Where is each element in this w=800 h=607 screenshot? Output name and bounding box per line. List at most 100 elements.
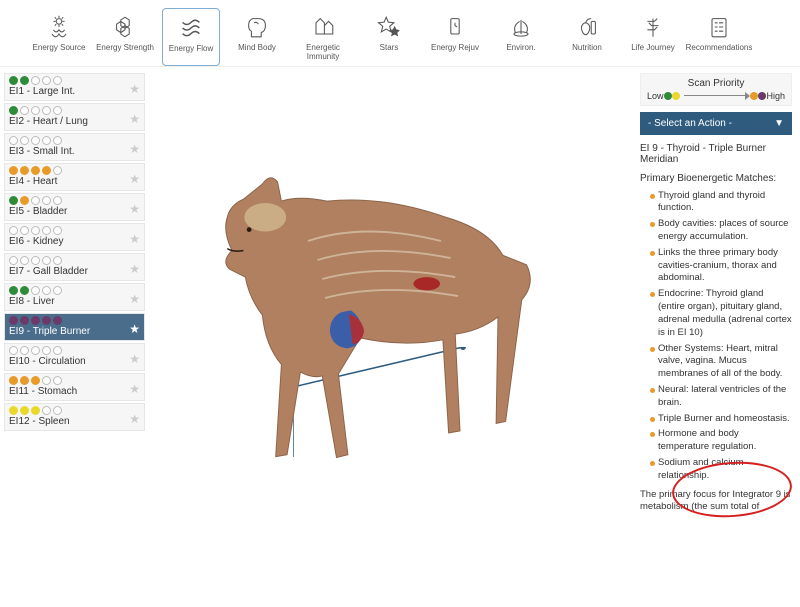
dot bbox=[31, 136, 40, 145]
info-bullet: Triple Burner and homeostasis. bbox=[650, 413, 792, 426]
info-bullet: Sodium and calcium relationship. bbox=[650, 457, 792, 483]
sidebar-item-5[interactable]: EI6 - Kidney★ bbox=[4, 223, 145, 251]
tab-mind-body[interactable]: Mind Body bbox=[228, 8, 286, 66]
dot bbox=[9, 346, 18, 355]
dot bbox=[20, 376, 29, 385]
sidebar-label: EI11 - Stomach bbox=[9, 386, 140, 397]
dot bbox=[9, 136, 18, 145]
dot bbox=[9, 286, 18, 295]
dot bbox=[53, 76, 62, 85]
tab-stars[interactable]: Stars bbox=[360, 8, 418, 66]
priority-dot-orange bbox=[750, 92, 758, 100]
canvas-view bbox=[145, 67, 640, 607]
dot bbox=[31, 346, 40, 355]
star-icon[interactable]: ★ bbox=[129, 322, 140, 336]
sidebar-item-2[interactable]: EI3 - Small Int.★ bbox=[4, 133, 145, 161]
info-bullet: Endocrine: Thyroid gland (entire organ),… bbox=[650, 288, 792, 339]
action-select-dropdown[interactable]: - Select an Action - ▼ bbox=[640, 112, 792, 135]
energy-flow-icon bbox=[176, 13, 206, 43]
priority-dots bbox=[9, 226, 140, 235]
star-icon[interactable]: ★ bbox=[129, 202, 140, 216]
dot bbox=[42, 106, 51, 115]
star-icon[interactable]: ★ bbox=[129, 142, 140, 156]
priority-dots bbox=[9, 406, 140, 415]
tab-label: Energy Strength bbox=[96, 44, 154, 53]
sidebar-item-11[interactable]: EI12 - Spleen★ bbox=[4, 403, 145, 431]
tab-environ[interactable]: Environ. bbox=[492, 8, 550, 66]
dot bbox=[31, 376, 40, 385]
star-icon[interactable]: ★ bbox=[129, 292, 140, 306]
dot bbox=[42, 286, 51, 295]
sidebar-item-7[interactable]: EI8 - Liver★ bbox=[4, 283, 145, 311]
chevron-down-icon: ▼ bbox=[774, 118, 784, 129]
tab-energetic-immunity[interactable]: Energetic Immunity bbox=[294, 8, 352, 66]
scan-priority-legend: Scan Priority Low High bbox=[640, 73, 792, 106]
dot bbox=[31, 286, 40, 295]
priority-high-label: High bbox=[766, 91, 785, 101]
dot bbox=[31, 406, 40, 415]
tab-life-journey[interactable]: Life Journey bbox=[624, 8, 682, 66]
dot bbox=[20, 346, 29, 355]
nutrition-icon bbox=[572, 12, 602, 42]
priority-dots bbox=[9, 136, 140, 145]
priority-dots bbox=[9, 196, 140, 205]
tab-energy-rejuv[interactable]: Energy Rejuv bbox=[426, 8, 484, 66]
star-icon[interactable]: ★ bbox=[129, 232, 140, 246]
tab-energy-source[interactable]: Energy Source bbox=[30, 8, 88, 66]
dot bbox=[9, 256, 18, 265]
star-icon[interactable]: ★ bbox=[129, 262, 140, 276]
sidebar-item-9[interactable]: EI10 - Circulation★ bbox=[4, 343, 145, 371]
sidebar-label: EI5 - Bladder bbox=[9, 206, 140, 217]
dot bbox=[42, 256, 51, 265]
dot bbox=[9, 166, 18, 175]
dot bbox=[9, 226, 18, 235]
sidebar-label: EI4 - Heart bbox=[9, 176, 140, 187]
star-icon[interactable]: ★ bbox=[129, 172, 140, 186]
sidebar-item-0[interactable]: EI1 - Large Int.★ bbox=[4, 73, 145, 101]
sidebar-item-1[interactable]: EI2 - Heart / Lung★ bbox=[4, 103, 145, 131]
dot bbox=[31, 76, 40, 85]
energy-rejuv-icon bbox=[440, 12, 470, 42]
dot bbox=[53, 136, 62, 145]
tab-energy-strength[interactable]: Energy Strength bbox=[96, 8, 154, 66]
dot bbox=[9, 406, 18, 415]
dot bbox=[20, 316, 29, 325]
priority-dots bbox=[9, 256, 140, 265]
dot bbox=[31, 196, 40, 205]
priority-arrow bbox=[684, 95, 747, 96]
star-icon[interactable]: ★ bbox=[129, 112, 140, 126]
dot bbox=[53, 286, 62, 295]
star-icon[interactable]: ★ bbox=[129, 82, 140, 96]
dot bbox=[20, 226, 29, 235]
priority-dots bbox=[9, 76, 140, 85]
priority-dot-green bbox=[664, 92, 672, 100]
sidebar-item-3[interactable]: EI4 - Heart★ bbox=[4, 163, 145, 191]
star-icon[interactable]: ★ bbox=[129, 352, 140, 366]
tab-recommendations[interactable]: Recommendations bbox=[690, 8, 748, 66]
tab-energy-flow[interactable]: Energy Flow bbox=[162, 8, 220, 66]
info-bullet: Hormone and body temperature regulation. bbox=[650, 428, 792, 454]
star-icon[interactable]: ★ bbox=[129, 382, 140, 396]
tab-label: Energy Source bbox=[33, 44, 86, 53]
tab-label: Environ. bbox=[506, 44, 535, 53]
dog-anatomy-figure bbox=[175, 127, 555, 507]
dot bbox=[31, 256, 40, 265]
tab-label: Energy Flow bbox=[169, 45, 213, 54]
tab-nutrition[interactable]: Nutrition bbox=[558, 8, 616, 66]
tab-label: Energy Rejuv bbox=[431, 44, 479, 53]
star-icon[interactable]: ★ bbox=[129, 412, 140, 426]
dot bbox=[20, 286, 29, 295]
sidebar-item-8[interactable]: EI9 - Triple Burner★ bbox=[4, 313, 145, 341]
sidebar-label: EI8 - Liver bbox=[9, 296, 140, 307]
right-panel: Scan Priority Low High - Select an Actio… bbox=[640, 67, 800, 607]
energy-source-icon bbox=[44, 12, 74, 42]
dot bbox=[53, 346, 62, 355]
dot bbox=[42, 346, 51, 355]
sidebar-item-4[interactable]: EI5 - Bladder★ bbox=[4, 193, 145, 221]
sidebar-item-10[interactable]: EI11 - Stomach★ bbox=[4, 373, 145, 401]
tab-label: Energetic Immunity bbox=[294, 44, 352, 62]
dot bbox=[53, 106, 62, 115]
dot bbox=[42, 406, 51, 415]
dot bbox=[53, 196, 62, 205]
sidebar-item-6[interactable]: EI7 - Gall Bladder★ bbox=[4, 253, 145, 281]
